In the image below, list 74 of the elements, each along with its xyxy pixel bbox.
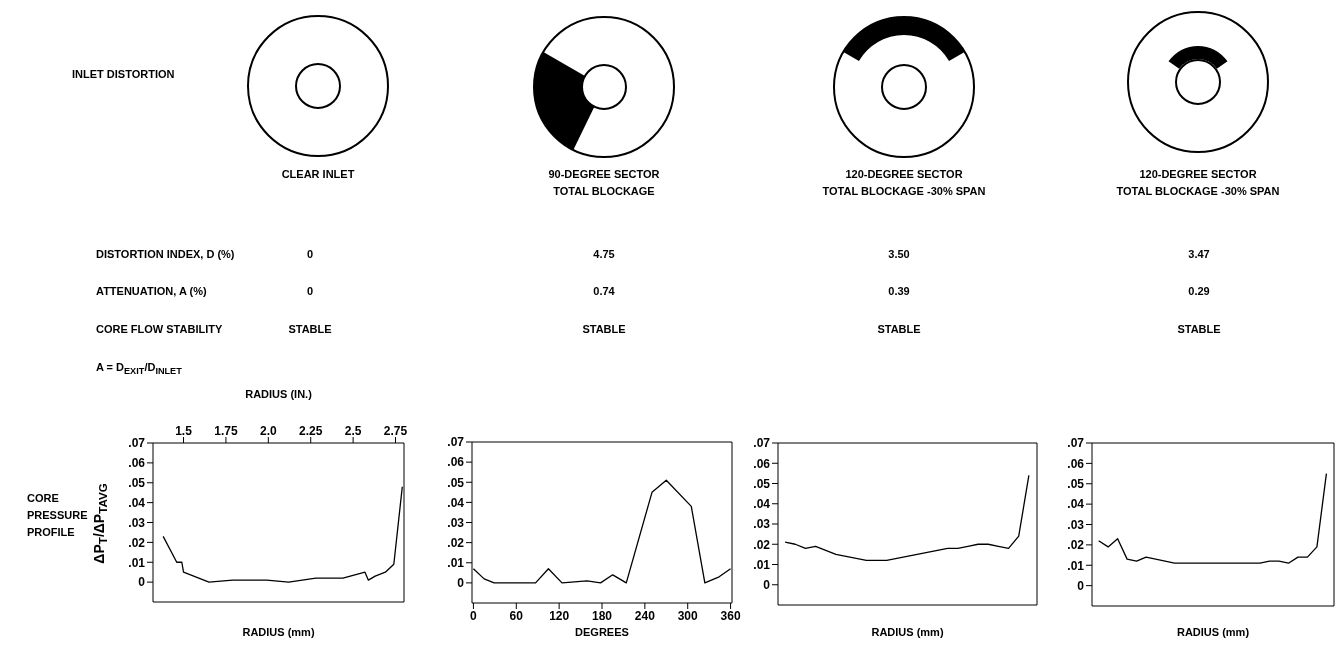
y-tick-label: .01 bbox=[1067, 558, 1085, 573]
text: A = D$_{EXIT}$/D$_{INLET}$ bbox=[96, 360, 182, 379]
text: CORE PRESSURE PROFILE bbox=[27, 491, 88, 540]
y-tick-label: .07 bbox=[1067, 436, 1085, 451]
y-tick-label: 0 bbox=[138, 575, 146, 590]
x-tick-label: 60 bbox=[509, 608, 524, 623]
x-tick-label: 1.75 bbox=[214, 424, 238, 438]
y-tick-label: .02 bbox=[128, 535, 146, 550]
x2-axis-title: RADIUS (IN.) bbox=[244, 387, 313, 402]
y-tick-label: .05 bbox=[128, 476, 146, 491]
y-tick-label: .02 bbox=[447, 535, 465, 550]
y-tick-label: .06 bbox=[447, 455, 465, 470]
text: DISTORTION INDEX, D (%) bbox=[96, 247, 235, 262]
text: 0.29 bbox=[1187, 284, 1211, 299]
text: STABLE bbox=[1176, 322, 1222, 337]
text: ATTENUATION, A (%) bbox=[96, 284, 207, 299]
x-tick-label: 2.75 bbox=[383, 424, 408, 438]
y-tick-label: .04 bbox=[447, 495, 465, 510]
y-tick-label: .05 bbox=[447, 475, 465, 490]
y-tick-label: 0 bbox=[763, 578, 771, 593]
y-tick-label: .06 bbox=[128, 456, 146, 471]
y-tick-label: .04 bbox=[128, 495, 146, 510]
y-tick-label: .01 bbox=[447, 556, 465, 571]
line-series bbox=[1097, 472, 1328, 564]
text: 3.50 bbox=[887, 247, 911, 262]
x-tick-label: 2.25 bbox=[299, 424, 323, 438]
y-tick-label: .02 bbox=[753, 537, 771, 552]
y-tick-label: 0 bbox=[1077, 578, 1085, 593]
y-tick-label: .06 bbox=[1067, 456, 1085, 471]
text: 3.47 bbox=[1187, 247, 1211, 262]
y-tick-label: .05 bbox=[753, 476, 771, 491]
y-tick-label: .07 bbox=[128, 436, 146, 451]
x-tick-label: 360 bbox=[720, 608, 741, 623]
x-tick-label: 0 bbox=[470, 608, 478, 623]
text: 0.39 bbox=[887, 284, 911, 299]
text: 0 bbox=[305, 284, 315, 299]
text: 4.75 bbox=[592, 247, 616, 262]
line-series bbox=[784, 474, 1030, 562]
chart-title: 90-DEGREE SECTOR TOTAL BLOCKAGE bbox=[547, 167, 661, 199]
x-tick-label: 300 bbox=[677, 608, 699, 623]
x-tick-label: 2.5 bbox=[344, 424, 362, 438]
y-tick-label: .02 bbox=[1067, 538, 1085, 553]
y-tick-label: .04 bbox=[1067, 497, 1085, 512]
x-axis-title: RADIUS (mm) bbox=[870, 625, 945, 640]
x-axis-title: RADIUS (mm) bbox=[1175, 625, 1251, 640]
x-axis-title: DEGREES bbox=[574, 625, 630, 640]
y-tick-label: .03 bbox=[447, 515, 465, 530]
text: CORE FLOW STABILITY bbox=[96, 322, 223, 337]
text: 0.74 bbox=[592, 284, 616, 299]
text: 0 bbox=[305, 247, 315, 262]
x-tick-label: 240 bbox=[634, 608, 656, 623]
text: INLET DISTORTION bbox=[72, 67, 175, 82]
chart-title: 120-DEGREE SECTOR TOTAL BLOCKAGE -30% SPAN bbox=[821, 167, 987, 199]
y-tick-label: .03 bbox=[1067, 517, 1085, 532]
chart-title: CLEAR INLET bbox=[280, 167, 356, 182]
text: STABLE bbox=[876, 322, 922, 337]
y-tick-label: .05 bbox=[1067, 477, 1085, 492]
y-tick-label: .04 bbox=[753, 497, 771, 512]
x-tick-label: 120 bbox=[549, 608, 570, 623]
x-axis-title: RADIUS (mm) bbox=[241, 625, 316, 640]
y-tick-label: .03 bbox=[128, 515, 146, 530]
text: STABLE bbox=[287, 322, 333, 337]
y-tick-label: .07 bbox=[447, 435, 465, 450]
y-tick-label: .01 bbox=[128, 555, 146, 570]
y-tick-label: .07 bbox=[753, 436, 771, 451]
text: STABLE bbox=[581, 322, 627, 337]
chart-title: 120-DEGREE SECTOR TOTAL BLOCKAGE -30% SPAN bbox=[1115, 167, 1281, 199]
y-tick-label: .01 bbox=[753, 557, 771, 572]
x-tick-label: 1.5 bbox=[175, 424, 193, 438]
x-tick-label: 180 bbox=[591, 608, 613, 623]
x-tick-label: 2.0 bbox=[259, 424, 277, 438]
y-tick-label: .03 bbox=[753, 517, 771, 532]
y-tick-label: .06 bbox=[753, 456, 771, 471]
y-tick-label: 0 bbox=[457, 576, 465, 591]
